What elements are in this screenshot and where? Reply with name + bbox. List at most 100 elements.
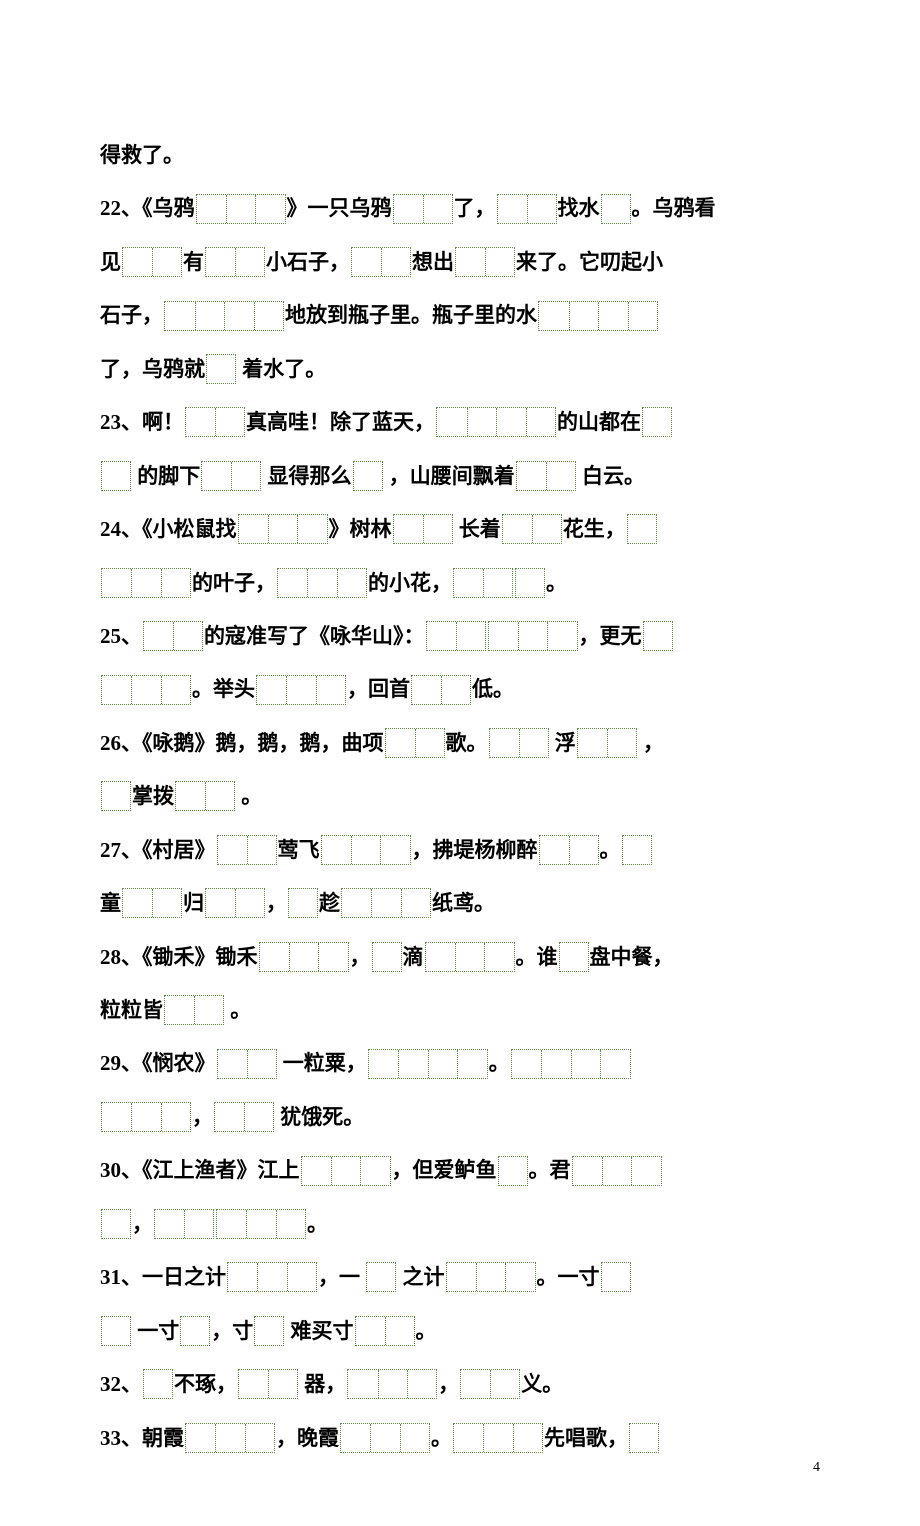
answer-box[interactable] [642, 407, 672, 437]
answer-box[interactable] [101, 781, 131, 811]
answer-box[interactable] [238, 514, 328, 544]
text-segment: 26、《咏鹅》鹅，鹅，鹅，曲项 [100, 731, 384, 755]
text-segment: ，拂堤杨柳醉 [412, 838, 538, 862]
text-segment: 花生， [563, 517, 626, 541]
answer-box[interactable] [368, 1049, 488, 1079]
text-segment: ，更无 [579, 624, 642, 648]
answer-box[interactable] [101, 675, 191, 705]
answer-box[interactable] [101, 1209, 131, 1239]
answer-box[interactable] [341, 888, 431, 918]
text-segment: 27、《村居》 [100, 838, 216, 862]
answer-box[interactable] [340, 1423, 430, 1453]
answer-box[interactable] [351, 247, 411, 277]
answer-box[interactable] [355, 1316, 415, 1346]
answer-box[interactable] [629, 1423, 659, 1453]
text-segment: 25、 [100, 624, 142, 648]
answer-box[interactable] [393, 194, 453, 224]
answer-box[interactable] [511, 1049, 631, 1079]
answer-box[interactable] [559, 942, 589, 972]
answer-box[interactable] [577, 728, 637, 758]
answer-box[interactable] [288, 888, 318, 918]
answer-box[interactable] [426, 621, 486, 651]
answer-box[interactable] [185, 1423, 275, 1453]
answer-box[interactable] [502, 514, 562, 544]
answer-box[interactable] [627, 514, 657, 544]
answer-box[interactable] [321, 835, 411, 865]
text-segment: 纸鸢。 [432, 891, 495, 915]
answer-box[interactable] [460, 1369, 520, 1399]
answer-box[interactable] [101, 461, 131, 491]
text-segment: ，回首 [347, 677, 410, 701]
answer-box[interactable] [489, 728, 549, 758]
answer-box[interactable] [227, 1262, 317, 1292]
worksheet-line: 26、《咏鹅》鹅，鹅，鹅，曲项歌。 浮 ， [100, 718, 820, 769]
answer-box[interactable] [101, 1316, 131, 1346]
text-segment: 找水 [558, 196, 600, 220]
answer-box[interactable] [516, 461, 576, 491]
answer-box[interactable] [601, 1262, 631, 1292]
answer-box[interactable] [205, 247, 265, 277]
answer-box[interactable] [175, 781, 235, 811]
worksheet-line: 31、一日之计，一 之计。一寸 [100, 1252, 820, 1303]
answer-box[interactable] [217, 835, 277, 865]
answer-box[interactable] [122, 888, 182, 918]
answer-box[interactable] [101, 568, 191, 598]
answer-box[interactable] [455, 247, 515, 277]
answer-box[interactable] [601, 194, 631, 224]
worksheet-line: 了，乌鸦就 着水了。 [100, 344, 820, 395]
answer-box[interactable] [259, 942, 349, 972]
answer-box[interactable] [497, 194, 557, 224]
answer-box[interactable] [217, 1049, 277, 1079]
text-segment: 着水了。 [237, 357, 326, 381]
answer-box[interactable] [180, 1316, 210, 1346]
answer-box[interactable] [143, 1369, 173, 1399]
answer-box[interactable] [205, 888, 265, 918]
answer-box[interactable] [643, 621, 673, 651]
answer-box[interactable] [154, 1209, 214, 1239]
answer-box[interactable] [256, 675, 346, 705]
answer-box[interactable] [436, 407, 556, 437]
answer-box[interactable] [277, 568, 367, 598]
answer-box[interactable] [238, 1369, 298, 1399]
answer-box[interactable] [122, 247, 182, 277]
answer-box[interactable] [372, 942, 402, 972]
text-segment: 32、 [100, 1372, 142, 1396]
answer-box[interactable] [515, 568, 545, 598]
answer-box[interactable] [216, 1209, 306, 1239]
answer-box[interactable] [446, 1262, 536, 1292]
answer-box[interactable] [538, 301, 658, 331]
text-segment: 》树林 [329, 517, 392, 541]
answer-box[interactable] [498, 1156, 528, 1186]
answer-box[interactable] [622, 835, 652, 865]
answer-box[interactable] [385, 728, 445, 758]
answer-box[interactable] [164, 995, 224, 1025]
answer-box[interactable] [425, 942, 515, 972]
answer-box[interactable] [214, 1102, 274, 1132]
answer-box[interactable] [353, 461, 383, 491]
answer-box[interactable] [453, 568, 513, 598]
worksheet-line: 27、《村居》莺飞，拂堤杨柳醉。 [100, 825, 820, 876]
answer-box[interactable] [411, 675, 471, 705]
answer-box[interactable] [572, 1156, 662, 1186]
answer-box[interactable] [206, 354, 236, 384]
text-segment: 不琢， [174, 1372, 237, 1396]
answer-box[interactable] [254, 1316, 284, 1346]
answer-box[interactable] [366, 1262, 396, 1292]
answer-box[interactable] [393, 514, 453, 544]
answer-box[interactable] [347, 1369, 437, 1399]
answer-box[interactable] [143, 621, 203, 651]
text-segment: 歌。 [446, 731, 488, 755]
text-segment: 。乌鸦看 [632, 196, 716, 220]
answer-box[interactable] [453, 1423, 543, 1453]
answer-box[interactable] [185, 407, 245, 437]
answer-box[interactable] [196, 194, 286, 224]
answer-box[interactable] [488, 621, 578, 651]
answer-box[interactable] [301, 1156, 391, 1186]
text-segment: 真高哇！除了蓝天， [246, 410, 435, 434]
text-segment: 犹饿死。 [275, 1105, 364, 1129]
answer-box[interactable] [201, 461, 261, 491]
answer-box[interactable] [539, 835, 599, 865]
answer-box[interactable] [101, 1102, 191, 1132]
text-segment: 趁 [319, 891, 340, 915]
answer-box[interactable] [164, 301, 284, 331]
